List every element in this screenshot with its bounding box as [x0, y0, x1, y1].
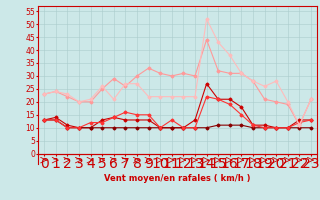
X-axis label: Vent moyen/en rafales ( km/h ): Vent moyen/en rafales ( km/h )	[104, 174, 251, 183]
